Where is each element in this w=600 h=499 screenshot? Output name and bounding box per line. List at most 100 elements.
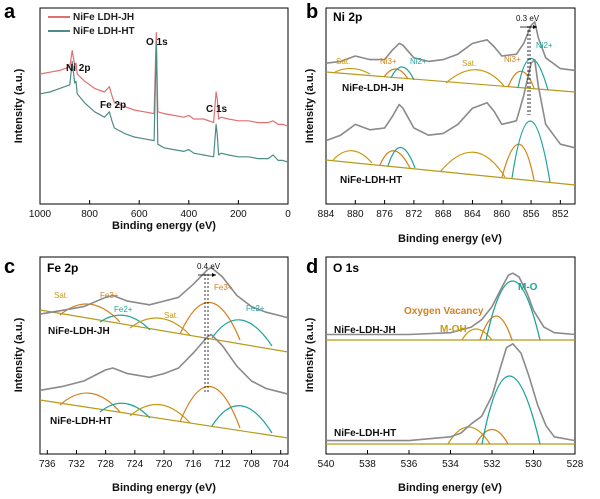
panel-c: c Fe 2p Intensity (a.u.) Binding energy … [4, 256, 289, 494]
fe2-ht-c [211, 405, 273, 434]
ni2-2-peak-jh-b [517, 57, 549, 91]
ann-ni2-2-b: Ni2+ [536, 41, 553, 50]
panel-title-c: Fe 2p [47, 261, 78, 275]
series-line [326, 272, 576, 336]
fit-components-c [39, 301, 289, 439]
plot-frame-d [325, 256, 576, 455]
vacancy-jh-d [479, 315, 513, 341]
series-line [325, 20, 576, 72]
ann-vacancy-d: Oxygen Vacancy [404, 306, 484, 317]
peak-label-ni2p: Ni 2p [66, 63, 90, 74]
ann-ni3-2-b: Ni3+ [504, 55, 521, 64]
x-tick-label: 0 [285, 209, 291, 220]
ann-fe2-c: Fe2+ [246, 304, 265, 313]
shift-arrowhead-c [212, 273, 216, 277]
x-tick-label: 872 [406, 209, 423, 220]
panel-a: a Intensity (a.u.) Binding energy (eV) 1… [4, 1, 291, 232]
panel-title-b: Ni 2p [333, 10, 362, 24]
x-tick-label: 800 [81, 209, 98, 220]
ann-fe3-c: Fe3+ [214, 283, 233, 292]
sat-ht-c [129, 403, 191, 424]
series-a [39, 31, 289, 163]
series-line [326, 342, 576, 442]
panel-label-c: c [4, 256, 15, 278]
vacancy-ht-d [475, 428, 509, 445]
series-line [39, 266, 289, 319]
panel-label-b: b [306, 1, 318, 23]
series-line [325, 58, 576, 149]
baseline-jh-b [325, 71, 576, 93]
fe3-sat-ht-c [59, 392, 121, 413]
ann-fe2-sat-c: Fe2+ [114, 305, 133, 314]
x-tick-label: 720 [156, 459, 173, 470]
y-axis-label-b: Intensity (a.u.) [304, 68, 316, 143]
fe2-sat-ht-c [99, 402, 151, 419]
x-tick-label: 528 [567, 459, 584, 470]
x-ticks-d: 540 538 536 534 532 530 528 [318, 450, 584, 470]
ann-sat-b: Sat. [336, 57, 350, 66]
x-tick-label: 884 [318, 209, 335, 220]
series-d [326, 272, 576, 442]
baseline-ht-b [325, 159, 576, 186]
x-tick-label: 716 [185, 459, 202, 470]
x-tick-label: 600 [131, 209, 148, 220]
ann-sat2-c: Sat. [164, 311, 178, 320]
x-axis-label-a: Binding energy (eV) [112, 220, 216, 232]
x-tick-label: 880 [347, 209, 364, 220]
fe2-sat-jh-c [99, 314, 151, 331]
x-tick-label: 736 [39, 459, 56, 470]
m-o-ht-d [481, 375, 541, 445]
ni3-2-peak-jh-b [507, 70, 535, 89]
sat-jh-c [129, 317, 191, 336]
x-tick-label: 732 [68, 459, 85, 470]
x-tick-label: 530 [525, 459, 542, 470]
panel-d: d O 1s Intensity (a.u.) Binding energy (… [304, 256, 584, 494]
ann-sat2-b: Sat. [462, 59, 476, 68]
peak-label-o1s: O 1s [146, 37, 168, 48]
fe2-jh-c [211, 319, 273, 347]
fe3-sat-jh-c [59, 303, 121, 323]
x-tick-label: 534 [442, 459, 459, 470]
peak-label-fe2p: Fe 2p [100, 100, 126, 111]
x-tick-label: 868 [435, 209, 452, 220]
x-tick-label: 1000 [29, 209, 52, 220]
ni2-peak-jh-b [390, 66, 415, 81]
x-tick-label: 860 [493, 209, 510, 220]
sample-label-jh-d: NiFe-LDH-JH [334, 325, 396, 336]
ann-ni3-b: Ni3+ [380, 57, 397, 66]
ann-fe3-sat-c: Fe3+ [100, 291, 119, 300]
ann-m-o-d: M-O [518, 282, 538, 293]
panel-title-d: O 1s [333, 261, 359, 275]
y-axis-label-c: Intensity (a.u.) [13, 317, 25, 392]
peak-label-c1s: C 1s [206, 104, 228, 115]
m-oh-jh-d [461, 328, 493, 341]
plot-frame-b [325, 7, 576, 205]
legend-jh: NiFe LDH-JH [73, 12, 134, 23]
series-line [39, 333, 289, 395]
sample-label-ht-b: NiFe-LDH-HT [340, 175, 402, 186]
sample-label-ht-d: NiFe-LDH-HT [334, 428, 396, 439]
series-line [39, 40, 289, 163]
sample-label-jh-c: NiFe-LDH-JH [48, 326, 110, 337]
y-axis-label-d: Intensity (a.u.) [304, 317, 316, 392]
ni3-2-peak-ht-b [501, 143, 535, 181]
x-axis-label-d: Binding energy (eV) [398, 482, 502, 494]
plot-frame-a [39, 7, 289, 205]
x-tick-label: 538 [359, 459, 376, 470]
series-b [325, 20, 576, 149]
sat-peak-jh-b [334, 67, 371, 75]
shift-arrowhead-b [533, 25, 537, 29]
series-c [39, 266, 289, 395]
shift-label-b: 0.3 eV [516, 14, 540, 23]
x-tick-label: 400 [180, 209, 197, 220]
panel-label-d: d [306, 256, 318, 278]
x-tick-label: 536 [401, 459, 418, 470]
ann-sat-c: Sat. [54, 291, 68, 300]
x-ticks-c: 736 732 728 724 720 716 712 708 704 [39, 450, 289, 470]
ni2-2-peak-ht-b [511, 120, 551, 183]
panel-label-a: a [4, 1, 16, 23]
m-o-jh-d [485, 280, 541, 341]
legend-ht: NiFe LDH-HT [73, 26, 135, 37]
sat-peak-ht-b [332, 150, 373, 164]
